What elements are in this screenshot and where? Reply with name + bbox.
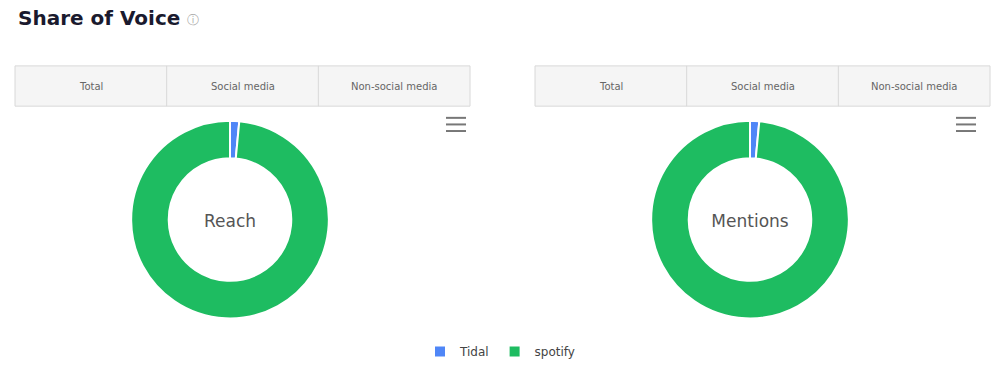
svg-text:Non-social media: Non-social media (351, 81, 437, 92)
svg-text:Non-social media: Non-social media (871, 81, 957, 92)
svg-text:Total: Total (79, 81, 103, 92)
svg-text:spotify: spotify (535, 345, 575, 359)
svg-text:Total: Total (599, 81, 623, 92)
svg-text:Share of Voice: Share of Voice (18, 6, 180, 30)
svg-text:Tidal: Tidal (459, 345, 489, 359)
svg-text:ⓘ: ⓘ (187, 13, 199, 27)
svg-text:Reach: Reach (204, 211, 256, 231)
svg-text:Social media: Social media (211, 81, 275, 92)
svg-text:Social media: Social media (731, 81, 795, 92)
svg-text:Mentions: Mentions (711, 211, 788, 231)
